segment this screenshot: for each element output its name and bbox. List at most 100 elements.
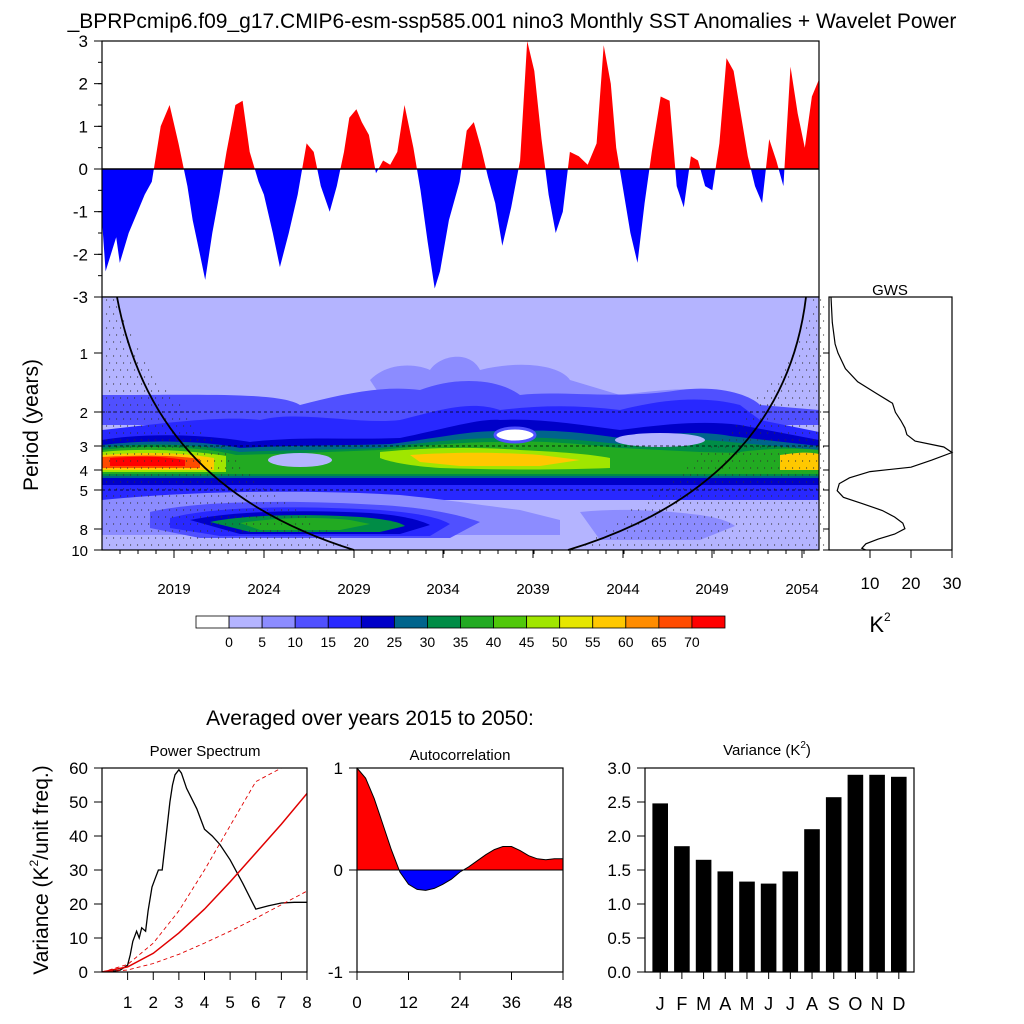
hatch-dot: [724, 488, 727, 490]
y-tick-label: 1.5: [607, 861, 631, 880]
hatch-dot: [150, 474, 153, 476]
hatch-dot: [780, 418, 783, 420]
hatch-dot: [738, 488, 741, 490]
hatch-dot: [721, 495, 724, 497]
x-tick-label: M: [739, 994, 754, 1014]
hatch-dot: [164, 432, 167, 434]
hatch-dot: [805, 341, 808, 343]
hatch-dot: [234, 502, 237, 504]
hatch-dot: [154, 397, 157, 399]
hatch-dot: [735, 453, 738, 455]
hatch-dot: [119, 481, 122, 483]
power-spectrum-line: [102, 793, 307, 972]
hatch-dot: [206, 460, 209, 462]
hatch-dot: [633, 530, 636, 532]
x-tick-label: 8: [302, 993, 311, 1012]
x-tick-label: J: [764, 994, 773, 1014]
hatch-dot: [672, 509, 675, 511]
hatch-dot: [696, 474, 699, 476]
hatch-dot: [234, 544, 237, 546]
hatch-dot: [752, 544, 755, 546]
hatch-dot: [819, 369, 822, 371]
hatch-dot: [280, 509, 283, 511]
hatch-dot: [269, 544, 272, 546]
wavelet-axes: 1 2 3 4 5 8 10 2019 2024 2029 2034 2039 2044 2049 2054: [71, 346, 818, 598]
hatch-dot: [819, 425, 822, 427]
hatch-dot: [714, 523, 717, 525]
hatch-dot: [133, 537, 136, 539]
hatch-dot: [105, 355, 108, 357]
hatch-dot: [756, 481, 759, 483]
hatch-dot: [735, 523, 738, 525]
x-tick-label: O: [848, 994, 862, 1014]
hatch-dot: [822, 306, 825, 308]
hatch-dot: [717, 516, 720, 518]
hatch-dot: [143, 376, 146, 378]
hatch-dot: [686, 537, 689, 539]
hatch-dot: [185, 474, 188, 476]
hatch-dot: [654, 516, 657, 518]
hatch-dot: [812, 355, 815, 357]
hatch-dot: [157, 502, 160, 504]
hatch-dot: [647, 530, 650, 532]
hatch-dot: [728, 467, 731, 469]
hatch-dot: [651, 537, 654, 539]
hatch-dot: [119, 425, 122, 427]
hatch-dot: [798, 537, 801, 539]
hatch-dot: [136, 544, 139, 546]
hatch-dot: [280, 537, 283, 539]
hatch-dot: [238, 467, 241, 469]
hatch-dot: [241, 530, 244, 532]
y-tick-label: 1: [80, 346, 88, 363]
y-tick-label: 1: [334, 759, 343, 778]
hatch-dot: [700, 453, 703, 455]
hatch-dot: [759, 544, 762, 546]
hatch-dot: [798, 453, 801, 455]
hatch-dot: [693, 509, 696, 511]
y-tick-label: 3.0: [607, 759, 631, 778]
hatch-dot: [749, 425, 752, 427]
hatch-dot: [822, 488, 825, 490]
y-tick-label: 3: [80, 439, 88, 456]
hatch-dot: [154, 537, 157, 539]
y-tick-label: 0.5: [607, 929, 631, 948]
hatch-dot: [161, 495, 164, 497]
y-tick-label: -2: [73, 245, 88, 264]
hatch-dot: [157, 404, 160, 406]
hatch-dot: [210, 495, 213, 497]
hatch-dot: [108, 418, 111, 420]
hatch-dot: [787, 404, 790, 406]
hatch-dot: [241, 488, 244, 490]
autocorrelation-title: Autocorrelation: [410, 747, 511, 764]
hatch-dot: [759, 446, 762, 448]
hatch-dot: [787, 488, 790, 490]
hatch-dot: [798, 341, 801, 343]
hatch-dot: [679, 481, 682, 483]
hatch-dot: [297, 544, 300, 546]
hatch-dot: [241, 474, 244, 476]
hatch-dot: [675, 544, 678, 546]
hatch-dot: [311, 544, 314, 546]
hatch-dot: [234, 530, 237, 532]
hatch-dot: [777, 481, 780, 483]
hatch-dot: [325, 530, 328, 532]
hatch-dot: [245, 523, 248, 525]
hatch-dot: [805, 509, 808, 511]
hatch-dot: [738, 474, 741, 476]
hatch-dot: [182, 453, 185, 455]
hatch-dot: [150, 404, 153, 406]
hatch-dot: [759, 488, 762, 490]
hatch-dot: [812, 495, 815, 497]
hatch-dot: [714, 481, 717, 483]
hatch-dot: [731, 502, 734, 504]
anomaly-panel: 3 2 1 0 -1 -2 -3: [73, 32, 820, 307]
hatch-dot: [626, 530, 629, 532]
hatch-dot: [262, 516, 265, 518]
y-tick-label: 30: [69, 861, 88, 880]
wavelet-contour: [493, 426, 537, 444]
power-spectrum-line: [102, 768, 307, 972]
hatch-dot: [129, 418, 132, 420]
hatch-dot: [196, 509, 199, 511]
hatch-dot: [182, 425, 185, 427]
hatch-dot: [780, 516, 783, 518]
